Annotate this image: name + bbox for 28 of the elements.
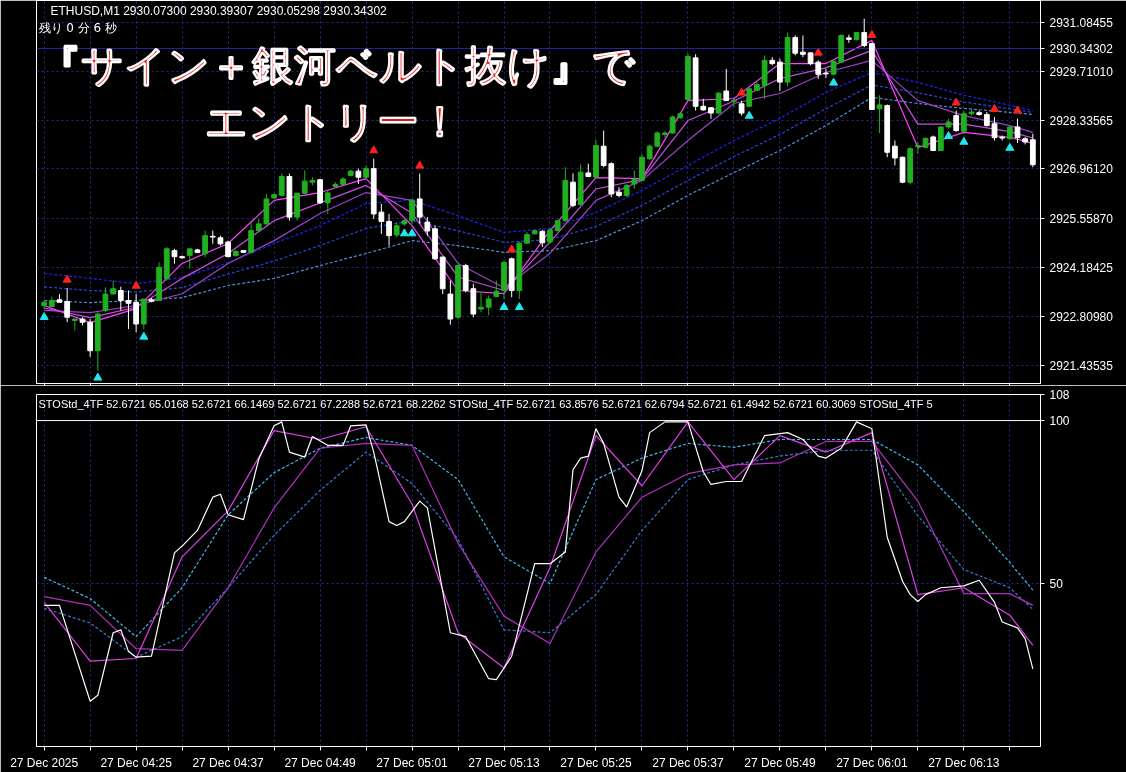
y-tick-label: 2931.08455: [1049, 15, 1114, 30]
y-tick-label: 50: [1049, 577, 1064, 592]
x-tick-label: 27 Dec 04:49: [284, 755, 357, 770]
chart-title: ETHUSD,M1 2930.07300 2930.39307 2930.05298 2930.34302: [50, 3, 388, 18]
y-tick-label: 2925.55870: [1049, 212, 1114, 227]
x-tick-label: 27 Dec 06:13: [928, 755, 1000, 770]
y-tick-label: 2928.33565: [1049, 113, 1114, 128]
annotation: 残り 0 分 6 秒: [38, 20, 118, 35]
ref-line-label: 100: [1049, 414, 1070, 429]
x-tick-label: 27 Dec 05:37: [652, 755, 724, 770]
y-tick-label: 2921.43535: [1049, 359, 1114, 374]
x-tick-label: 27 Dec 05:25: [560, 755, 632, 770]
y-tick-label: 2924.18425: [1049, 261, 1114, 276]
y-tick-label: 108: [1049, 388, 1070, 402]
x-tick-label: 27 Dec 06:01: [836, 755, 908, 770]
x-tick-label: 27 Dec 2025: [10, 755, 79, 770]
y-tick-label: 2926.96120: [1049, 162, 1114, 177]
x-tick-label: 27 Dec 05:01: [376, 755, 449, 770]
chart-title: STOStd_4TF 52.6721 65.0168 52.6721 66.1469 52.6721 67.2288 52.6721 68.2262 STOStd_4TF 52.6721 63.8576 52.6721 62.6794 52.6721 61.4942 52.6721 60.3069 STOStd_4TF 5: [38, 397, 933, 410]
annotation: 『サイン＋銀河ベルト抜け』で: [38, 40, 636, 90]
x-tick-label: 27 Dec 05:13: [468, 755, 541, 770]
ref-line-label: 2930.34302: [1049, 41, 1114, 56]
x-tick-label: 27 Dec 04:25: [100, 755, 173, 770]
x-tick-label: 27 Dec 04:37: [192, 755, 265, 770]
y-tick-label: 2922.80980: [1049, 310, 1114, 325]
y-tick-label: 2929.71010: [1049, 64, 1114, 79]
x-tick-label: 27 Dec 05:49: [744, 755, 816, 770]
annotation: エントリー！: [204, 96, 461, 146]
